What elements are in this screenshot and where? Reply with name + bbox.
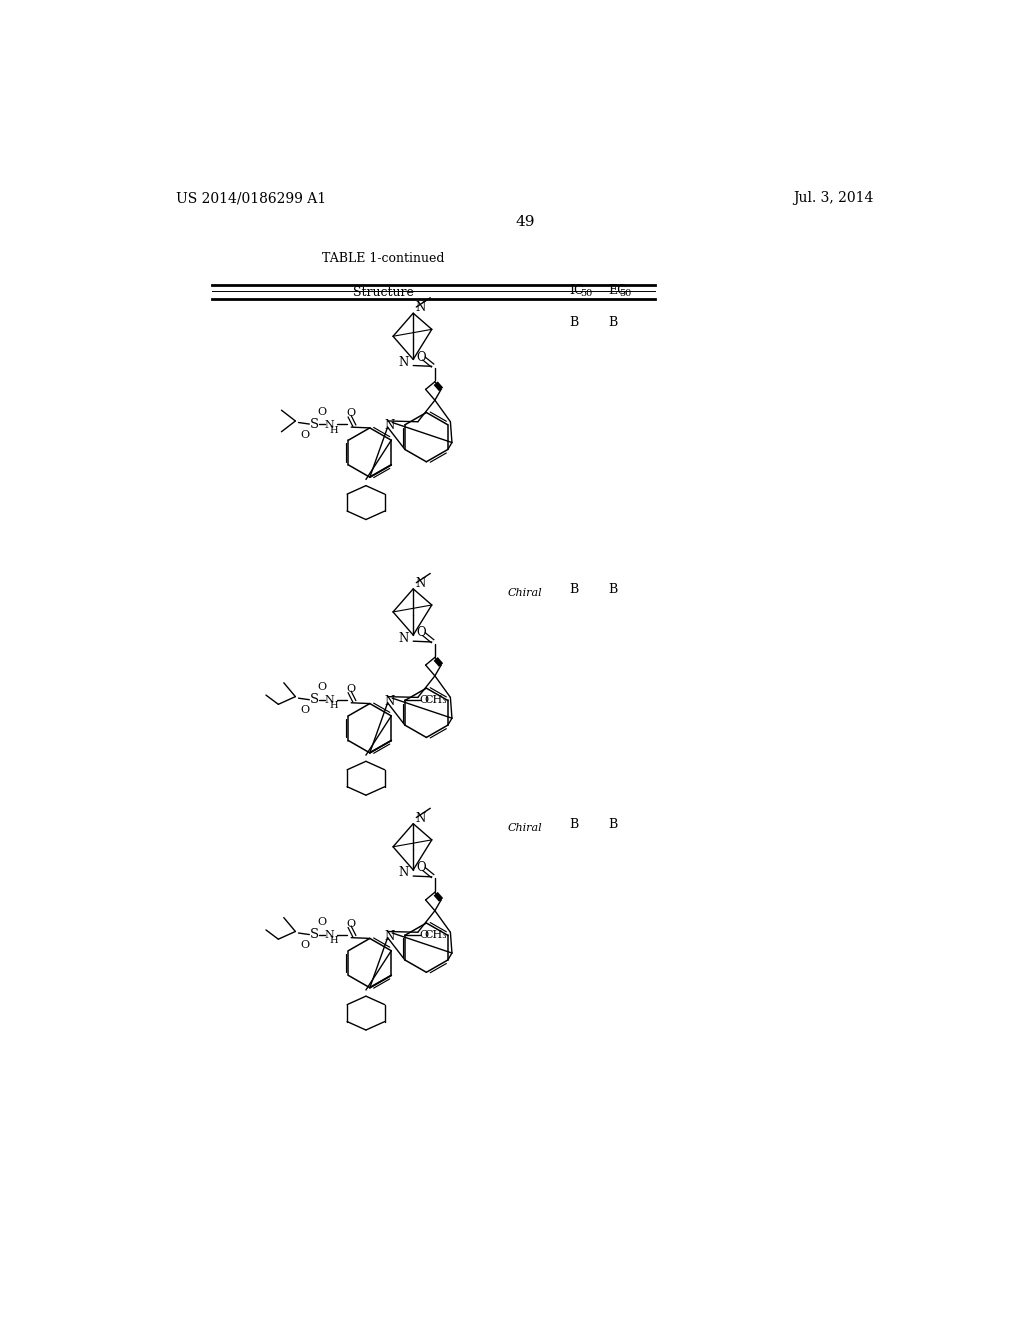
Text: H: H — [330, 701, 339, 710]
Text: B: B — [569, 818, 579, 832]
Text: CH₃: CH₃ — [425, 696, 447, 705]
Text: O: O — [300, 430, 309, 440]
Text: O: O — [300, 705, 309, 715]
Text: O: O — [347, 684, 355, 694]
Text: 49: 49 — [515, 215, 535, 228]
Text: H: H — [330, 426, 339, 434]
Text: IC: IC — [569, 284, 585, 297]
Text: O: O — [416, 626, 426, 639]
Text: Chiral: Chiral — [508, 822, 543, 833]
Text: B: B — [608, 315, 617, 329]
Text: EC: EC — [608, 284, 628, 297]
Text: Chiral: Chiral — [508, 587, 543, 598]
Text: S: S — [309, 417, 318, 430]
Text: N: N — [416, 301, 426, 314]
Text: Structure: Structure — [353, 286, 414, 298]
Text: 50: 50 — [580, 289, 592, 297]
Text: N: N — [398, 356, 409, 370]
Text: O: O — [300, 940, 309, 950]
Text: B: B — [608, 583, 617, 597]
Text: N: N — [325, 696, 335, 705]
Text: TABLE 1-continued: TABLE 1-continued — [323, 252, 445, 265]
Text: B: B — [569, 315, 579, 329]
Text: O: O — [416, 351, 426, 363]
Text: H: H — [330, 936, 339, 945]
Text: S: S — [309, 693, 318, 706]
Text: N: N — [325, 931, 335, 940]
Text: N: N — [384, 694, 394, 708]
Text: O: O — [317, 682, 327, 693]
Text: CH₃: CH₃ — [425, 931, 447, 940]
Text: O: O — [419, 931, 428, 940]
Text: N: N — [384, 929, 394, 942]
Text: US 2014/0186299 A1: US 2014/0186299 A1 — [176, 191, 327, 206]
Text: O: O — [347, 919, 355, 929]
Text: 50: 50 — [620, 289, 632, 297]
Text: Jul. 3, 2014: Jul. 3, 2014 — [794, 191, 873, 206]
Text: O: O — [416, 861, 426, 874]
Text: O: O — [317, 407, 327, 417]
Text: O: O — [347, 408, 355, 418]
Text: N: N — [416, 812, 426, 825]
Text: S: S — [309, 928, 318, 941]
Text: O: O — [419, 696, 428, 705]
Text: O: O — [317, 917, 327, 927]
Text: N: N — [398, 631, 409, 644]
Text: N: N — [416, 577, 426, 590]
Text: B: B — [608, 818, 617, 832]
Text: N: N — [384, 418, 394, 432]
Text: N: N — [398, 866, 409, 879]
Text: B: B — [569, 583, 579, 597]
Text: N: N — [325, 420, 335, 430]
